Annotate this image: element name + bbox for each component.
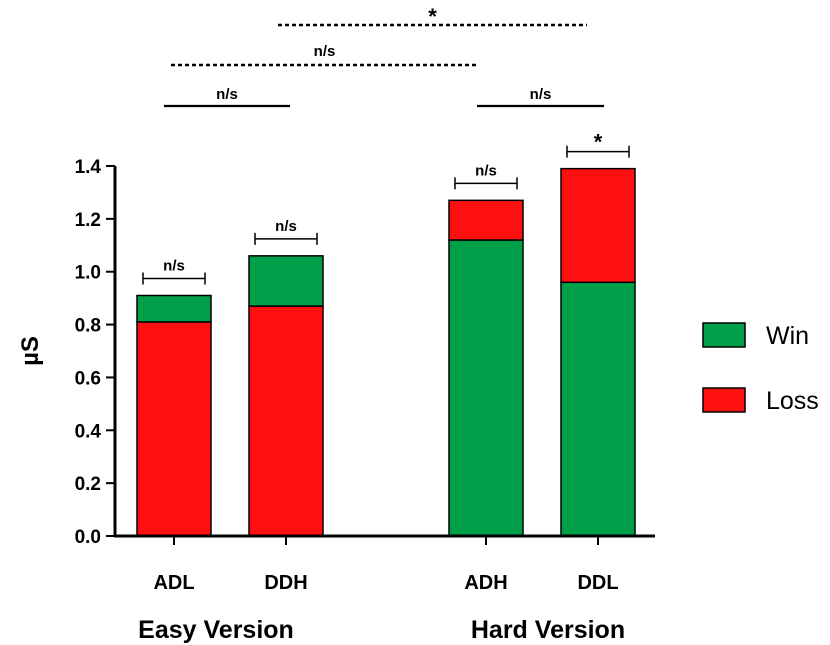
sig-bracket-ddh: n/s — [254, 218, 318, 245]
sig-dashed-line: * — [278, 4, 587, 29]
axes: ADL DDH ADH DDL 0.0 0.2 0.4 0.6 0.8 1.0 1.2 1.4 µS Ea… — [17, 157, 655, 644]
sig-line-adh-ddl: n/s — [477, 86, 604, 108]
legend-item-win: Win — [702, 322, 809, 350]
x-tick-label: DDL — [577, 572, 618, 594]
bar-segment-win — [448, 239, 524, 537]
legend-swatch — [702, 387, 746, 413]
bar-adh — [448, 199, 524, 537]
legend-label: Win — [766, 322, 809, 350]
y-tick-label: 0.0 — [75, 527, 101, 548]
bar-segment-win — [560, 281, 636, 537]
sig-bracket-adh: n/s — [454, 162, 518, 190]
legend-item-loss: Loss — [702, 387, 819, 415]
sig-dashed-line: n/s — [171, 43, 478, 67]
y-tick-label: 0.4 — [75, 421, 102, 442]
bar-segment-loss — [248, 305, 324, 537]
bar-ddl — [560, 167, 636, 537]
sig-bracket-adl: n/s — [142, 258, 206, 285]
bar-segment-win — [136, 294, 212, 323]
significance-annotations: n/s n/s n/s * n/s n/s n/s * — [142, 4, 630, 285]
bar-segment-loss — [560, 167, 636, 284]
y-tick-label: 1.2 — [75, 210, 101, 231]
sig-label: n/s — [314, 43, 336, 60]
bar-ddh — [248, 255, 324, 537]
bar-segment-loss — [448, 199, 524, 241]
sig-line-adl-ddh: n/s — [164, 86, 290, 108]
sig-label: n/s — [275, 218, 297, 235]
sig-label: n/s — [216, 86, 238, 103]
sig-bracket-ddl: * — [566, 130, 630, 158]
y-tick-label: 1.4 — [75, 157, 102, 178]
sig-label: n/s — [530, 86, 552, 103]
y-axis-title: µS — [17, 336, 44, 366]
bar-segment-win — [248, 255, 324, 307]
group-label: Easy Version — [138, 616, 294, 644]
sig-label: n/s — [475, 162, 497, 179]
x-tick-label: DDH — [264, 572, 307, 594]
legend: Win Loss — [702, 322, 819, 415]
sig-label: n/s — [163, 258, 185, 275]
sig-label: * — [428, 4, 437, 29]
legend-label: Loss — [766, 387, 819, 415]
y-tick-label: 0.2 — [75, 474, 101, 495]
y-tick-label: 1.0 — [75, 263, 101, 284]
bar-segment-loss — [136, 321, 212, 537]
x-tick-label: ADH — [464, 572, 507, 594]
x-tick-label: ADL — [153, 572, 194, 594]
y-tick-label: 0.6 — [75, 368, 101, 389]
bar-adl — [136, 294, 212, 537]
group-label: Hard Version — [471, 616, 625, 644]
y-tick-label: 0.8 — [75, 316, 101, 337]
legend-swatch — [702, 322, 746, 348]
sig-label: * — [594, 130, 603, 155]
bars — [136, 167, 636, 537]
